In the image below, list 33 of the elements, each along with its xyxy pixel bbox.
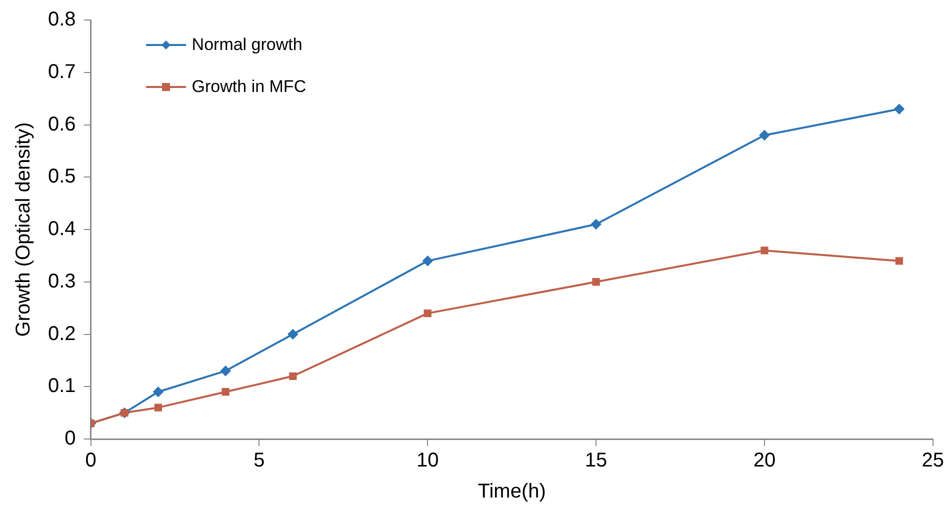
x-tick-label: 0 (85, 450, 96, 472)
point (592, 278, 600, 286)
point (760, 246, 768, 254)
y-tick-label: 0.4 (48, 218, 76, 240)
point (220, 366, 231, 376)
point (153, 386, 164, 397)
point (422, 256, 433, 266)
y-tick-label: 0.2 (48, 322, 76, 345)
y-tick-label: 0.6 (48, 113, 76, 136)
point (591, 219, 602, 230)
x-tick-label: 10 (416, 450, 439, 472)
point (289, 372, 297, 380)
y-tick-label: 0.3 (48, 270, 76, 292)
y-tick-label: 0.1 (48, 375, 76, 398)
point (222, 388, 230, 396)
x-tick-label: 5 (254, 450, 265, 472)
y-tick-label: 0 (64, 428, 76, 450)
point (894, 104, 904, 114)
y-tick-label: 0.5 (48, 166, 76, 188)
point (759, 130, 770, 140)
point (288, 329, 298, 340)
point (154, 404, 162, 412)
legend-label: Normal growth (192, 35, 302, 55)
point (895, 257, 904, 265)
x-axis-title: Time(h) (478, 480, 546, 503)
x-tick-label: 15 (584, 450, 608, 472)
x-tick-label: 20 (753, 450, 776, 472)
y-axis-title: Growth (Optical density) (12, 122, 35, 337)
y-tick-label: 0.7 (48, 60, 76, 83)
point (424, 309, 432, 318)
x-tick-label: 25 (922, 450, 944, 472)
y-tick-label: 0.8 (48, 8, 76, 31)
legend-label: Growth in MFC (192, 77, 306, 97)
